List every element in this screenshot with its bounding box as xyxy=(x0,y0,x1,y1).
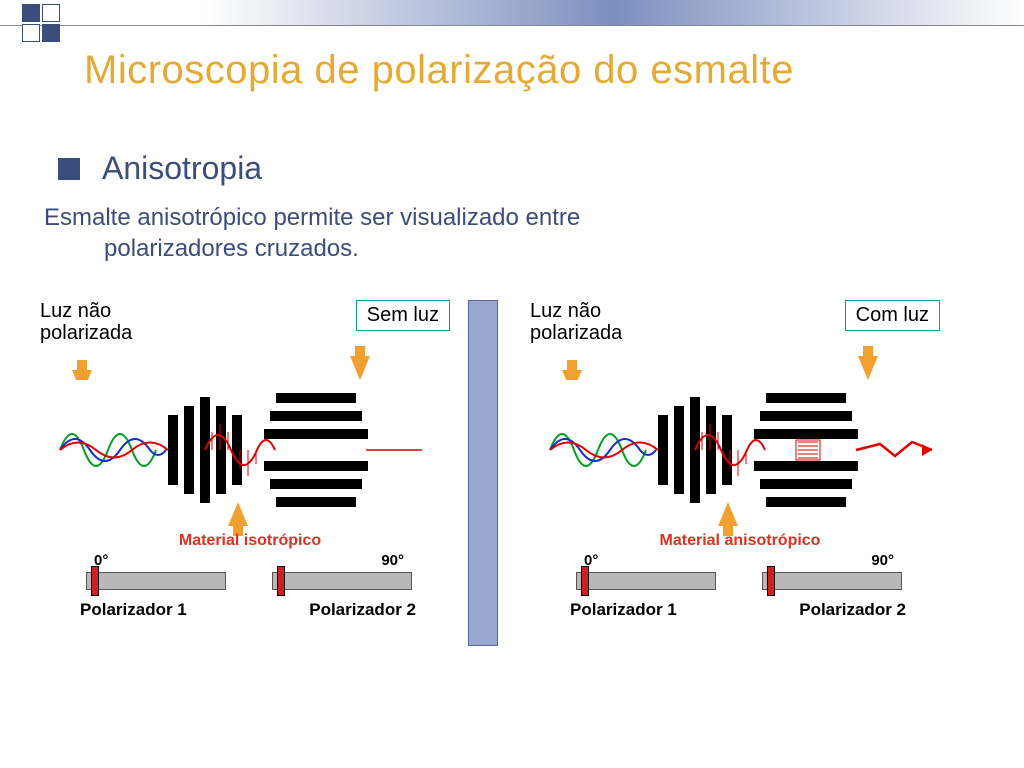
label-unpolarized-light: Luz não polarizada xyxy=(40,300,132,344)
angle-row: 0° 90° xyxy=(584,552,894,569)
subtitle: Anisotropia xyxy=(102,150,262,187)
slider-row xyxy=(576,572,902,590)
material-label: Material anisotrópico xyxy=(530,532,950,550)
arrow-down-icon xyxy=(858,356,878,380)
description: Esmalte anisotrópico permite ser visuali… xyxy=(44,202,764,264)
desc-line-1: Esmalte anisotrópico permite ser visuali… xyxy=(44,204,580,231)
bullet-row: Anisotropia xyxy=(58,150,262,187)
polarizer-1-label: Polarizador 1 xyxy=(80,600,187,620)
polarizer-1-slider[interactable] xyxy=(576,572,716,590)
center-divider-bar xyxy=(468,300,498,646)
polarizer-labels: Polarizador 1 Polarizador 2 xyxy=(80,600,416,620)
slider-handle[interactable] xyxy=(91,566,99,596)
bullet-square-icon xyxy=(58,158,80,180)
polarizer-1-slider[interactable] xyxy=(86,572,226,590)
polarizer-2-label: Polarizador 2 xyxy=(309,600,416,620)
desc-line-2: polarizadores cruzados. xyxy=(44,233,764,264)
label-result-box: Com luz xyxy=(845,300,940,331)
angle-row: 0° 90° xyxy=(94,552,404,569)
slider-handle[interactable] xyxy=(767,566,775,596)
page-title: Microscopia de polarização do esmalte xyxy=(84,48,794,93)
label-unpolarized-light: Luz não polarizada xyxy=(530,300,622,344)
polarizer-labels: Polarizador 1 Polarizador 2 xyxy=(570,600,906,620)
label-result-box: Sem luz xyxy=(356,300,450,331)
slider-row xyxy=(86,572,412,590)
angle-2: 90° xyxy=(871,552,894,569)
arrow-up-icon xyxy=(228,502,248,526)
top-gradient-bar xyxy=(0,0,1024,26)
slider-handle[interactable] xyxy=(277,566,285,596)
polarizer-2-label: Polarizador 2 xyxy=(799,600,906,620)
polarizer-2-slider[interactable] xyxy=(762,572,902,590)
material-label: Material isotrópico xyxy=(40,532,460,550)
angle-2: 90° xyxy=(381,552,404,569)
polarizer-1-label: Polarizador 1 xyxy=(570,600,677,620)
polarizer-diagram xyxy=(540,380,940,520)
arrow-down-icon xyxy=(350,356,370,380)
polarizer-diagram xyxy=(50,380,450,520)
arrow-up-icon xyxy=(718,502,738,526)
polarizer-2-slider[interactable] xyxy=(272,572,412,590)
slider-handle[interactable] xyxy=(581,566,589,596)
